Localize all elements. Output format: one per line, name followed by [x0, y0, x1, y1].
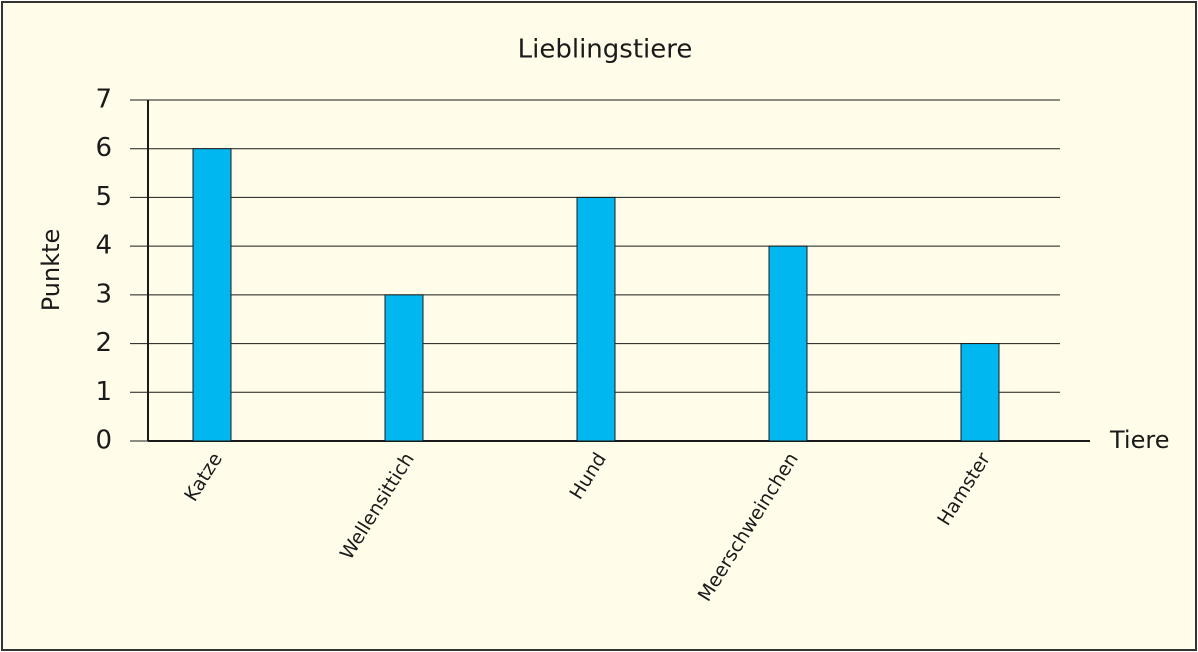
y-tick-label: 5 [95, 182, 112, 212]
x-axis-label: Tiere [1109, 426, 1169, 454]
bar [385, 295, 423, 441]
chart-title: Lieblingstiere [518, 35, 693, 65]
bar [193, 149, 231, 441]
bar [577, 197, 615, 441]
y-tick-label: 1 [95, 377, 112, 407]
y-tick-label: 3 [95, 279, 112, 309]
y-tick-label: 7 [95, 85, 112, 115]
bar [769, 246, 807, 441]
chart: Lieblingstiere Punkte Tiere 01234567Katz… [0, 0, 1198, 652]
y-tick-label: 2 [95, 328, 112, 358]
y-tick-label: 0 [95, 426, 112, 456]
y-tick-label: 6 [95, 133, 112, 163]
y-tick-label: 4 [95, 231, 112, 261]
y-axis-label: Punkte [37, 229, 65, 312]
bar [961, 344, 999, 441]
